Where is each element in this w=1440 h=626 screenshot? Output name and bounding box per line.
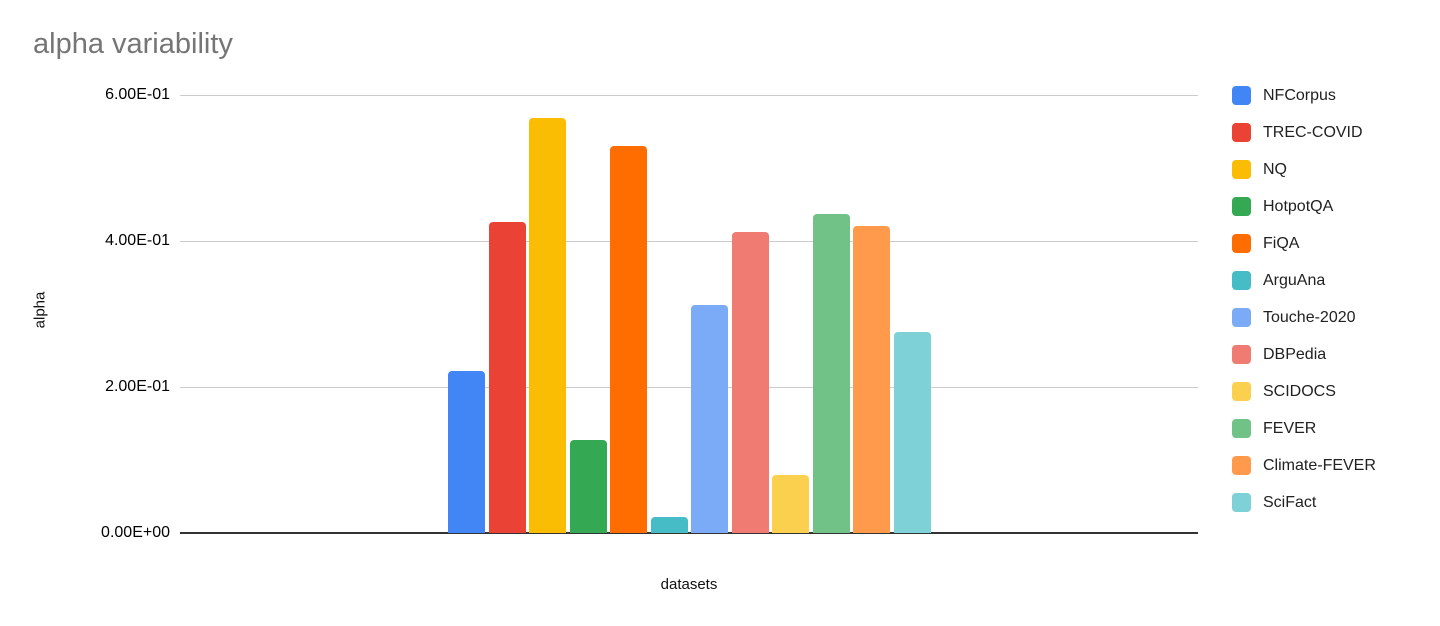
legend-label: TREC-COVID [1263,123,1363,141]
plot-area [180,94,1198,534]
y-tick-label: 0.00E+00 [101,524,170,541]
legend: NFCorpus TREC-COVID NQ HotpotQA FiQA ArguAna T… [1232,86,1376,512]
bar-nq [529,117,567,533]
legend-item-touche-2020: Touche-2020 [1232,308,1376,327]
legend-label: DBPedia [1263,345,1327,363]
gridline [180,386,1198,388]
bar-nfcorpus [448,370,485,533]
legend-label: FiQA [1263,234,1300,252]
bar-scifact [893,332,931,533]
legend-swatch-icon [1232,456,1251,475]
legend-item-fever: FEVER [1232,419,1376,438]
y-tick-label: 2.00E-01 [105,378,170,395]
bar-hotpotqa [569,439,607,533]
legend-label: SCIDOCS [1263,382,1336,400]
legend-label: NFCorpus [1263,86,1336,104]
legend-swatch-icon [1232,160,1251,179]
legend-item-climate-fever: Climate-FEVER [1232,456,1376,475]
chart-title: alpha variability [33,28,233,60]
legend-item-nfcorpus: NFCorpus [1232,86,1376,105]
legend-swatch-icon [1232,345,1251,364]
legend-swatch-icon [1232,123,1251,142]
bar-touche-2020 [691,305,729,533]
bar-trec-covid [488,222,526,533]
legend-item-fiqa: FiQA [1232,234,1376,253]
legend-swatch-icon [1232,308,1251,327]
bar-fever [812,214,850,533]
legend-item-nq: NQ [1232,160,1376,179]
bar-scidocs [772,475,810,533]
bar-climate-fever [853,226,891,533]
bar-arguana [650,516,688,533]
legend-label: SciFact [1263,493,1317,511]
x-axis-line [180,532,1198,534]
bar-dbpedia [731,231,769,533]
gridline [180,240,1198,242]
legend-swatch-icon [1232,493,1251,512]
legend-item-arguana: ArguAna [1232,271,1376,290]
x-axis-title: datasets [660,576,718,593]
bar-fiqa [610,146,648,533]
legend-item-dbpedia: DBPedia [1232,345,1376,364]
legend-label: HotpotQA [1263,197,1334,215]
legend-item-scidocs: SCIDOCS [1232,382,1376,401]
y-tick-label: 4.00E-01 [105,232,170,249]
legend-swatch-icon [1232,234,1251,253]
y-tick-label: 6.00E-01 [105,86,170,103]
legend-label: FEVER [1263,419,1317,437]
y-axis-title: alpha [31,291,49,329]
legend-item-hotpotqa: HotpotQA [1232,197,1376,216]
legend-swatch-icon [1232,419,1251,438]
legend-swatch-icon [1232,271,1251,290]
gridline [180,94,1198,96]
legend-swatch-icon [1232,197,1251,216]
legend-label: NQ [1263,160,1287,178]
legend-label: ArguAna [1263,271,1326,289]
legend-swatch-icon [1232,86,1251,105]
legend-item-scifact: SciFact [1232,493,1376,512]
legend-label: Touche-2020 [1263,308,1356,326]
legend-label: Climate-FEVER [1263,456,1376,474]
legend-item-trec-covid: TREC-COVID [1232,123,1376,142]
legend-swatch-icon [1232,382,1251,401]
